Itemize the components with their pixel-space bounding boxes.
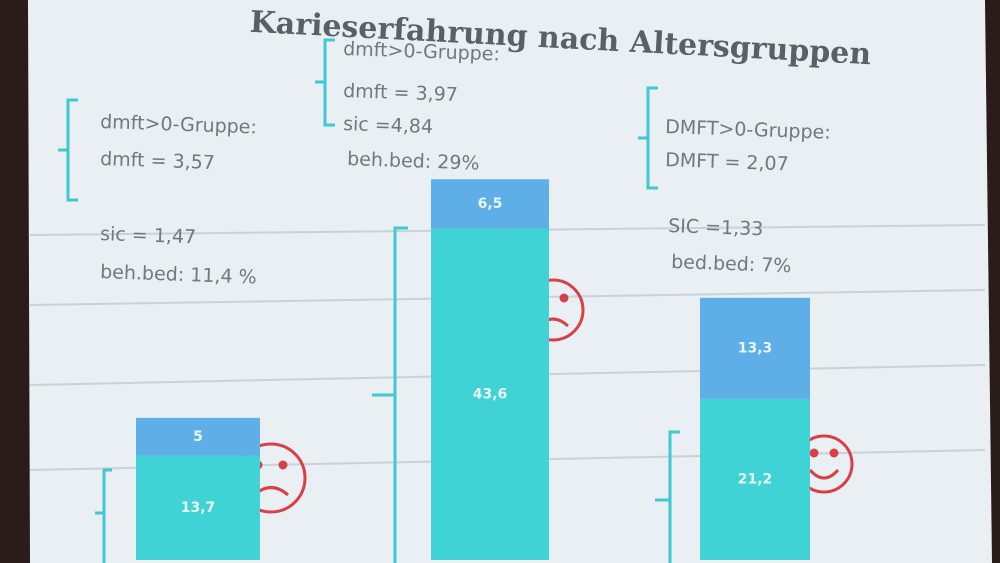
annotation: dmft>0-Gruppe: [100, 111, 257, 138]
brackets [58, 38, 680, 563]
bar-segment [136, 417, 260, 456]
annotation: DMFT = 2,07 [665, 149, 789, 175]
value-label: 13,7 [181, 500, 216, 516]
smileys [235, 278, 854, 514]
bar-segment [431, 179, 549, 229]
value-label: 13,3 [738, 340, 773, 356]
bar-segment [431, 228, 549, 560]
annotation: dmft = 3,97 [343, 80, 458, 106]
value-label: 43,6 [473, 386, 508, 402]
value-label: 21,2 [738, 471, 773, 487]
annotation: sic =4,84 [343, 113, 434, 138]
annotation: beh.bed: 29% [347, 148, 480, 175]
annotation: bed.bed: 7% [671, 251, 792, 277]
bar-segment [700, 398, 810, 560]
bar-segment [700, 297, 810, 399]
annotation: SIC =1,33 [668, 215, 764, 240]
bar-segment [136, 455, 260, 560]
annotation: sic = 1,47 [100, 223, 197, 248]
annotation: beh.bed: 11,4 % [100, 261, 257, 288]
value-label: 6,5 [478, 196, 503, 212]
value-label: 5 [193, 429, 203, 445]
annotation: dmft>0-Gruppe: [343, 38, 500, 65]
annotation: dmft = 3,57 [100, 148, 215, 174]
